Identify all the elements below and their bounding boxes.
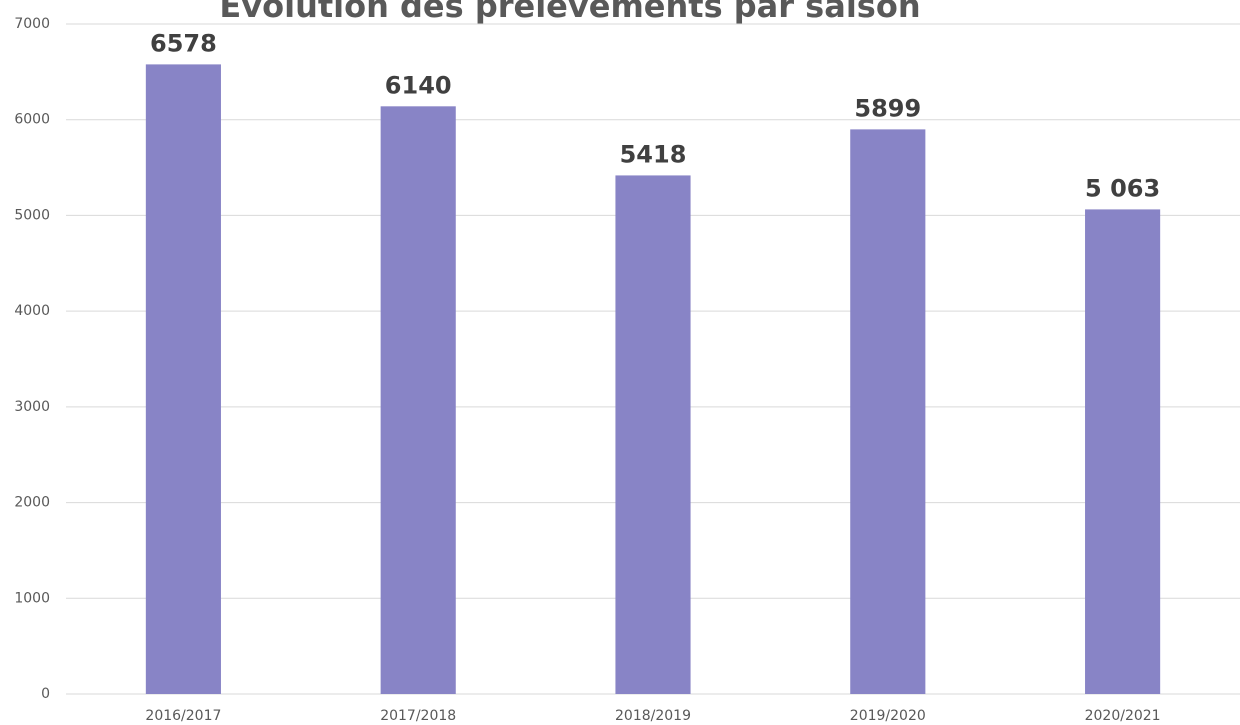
x-tick-label: 2016/2017 xyxy=(145,708,221,724)
y-tick-label: 0 xyxy=(41,686,50,702)
x-tick-label: 2020/2021 xyxy=(1085,708,1161,724)
value-label: 5418 xyxy=(620,140,687,168)
chart-title: Évolution des prélèvements par saison xyxy=(219,0,920,25)
x-tick-label: 2019/2020 xyxy=(850,708,926,724)
x-tick-label: 2017/2018 xyxy=(380,708,456,724)
y-tick-label: 2000 xyxy=(14,495,50,511)
bar xyxy=(850,129,926,695)
y-tick-label: 1000 xyxy=(14,590,50,606)
y-tick-label: 7000 xyxy=(14,16,50,32)
bar xyxy=(380,106,456,695)
value-label: 5 063 xyxy=(1085,174,1160,202)
bar xyxy=(145,64,221,695)
value-label: 6578 xyxy=(150,29,217,57)
bar xyxy=(1085,209,1161,695)
value-label: 5899 xyxy=(854,94,921,122)
bar xyxy=(615,175,691,695)
y-tick-label: 4000 xyxy=(14,303,50,319)
y-tick-label: 6000 xyxy=(14,112,50,128)
x-tick-label: 2018/2019 xyxy=(615,708,691,724)
value-label: 6140 xyxy=(385,71,452,99)
y-tick-label: 3000 xyxy=(14,399,50,415)
y-tick-label: 5000 xyxy=(14,207,50,223)
